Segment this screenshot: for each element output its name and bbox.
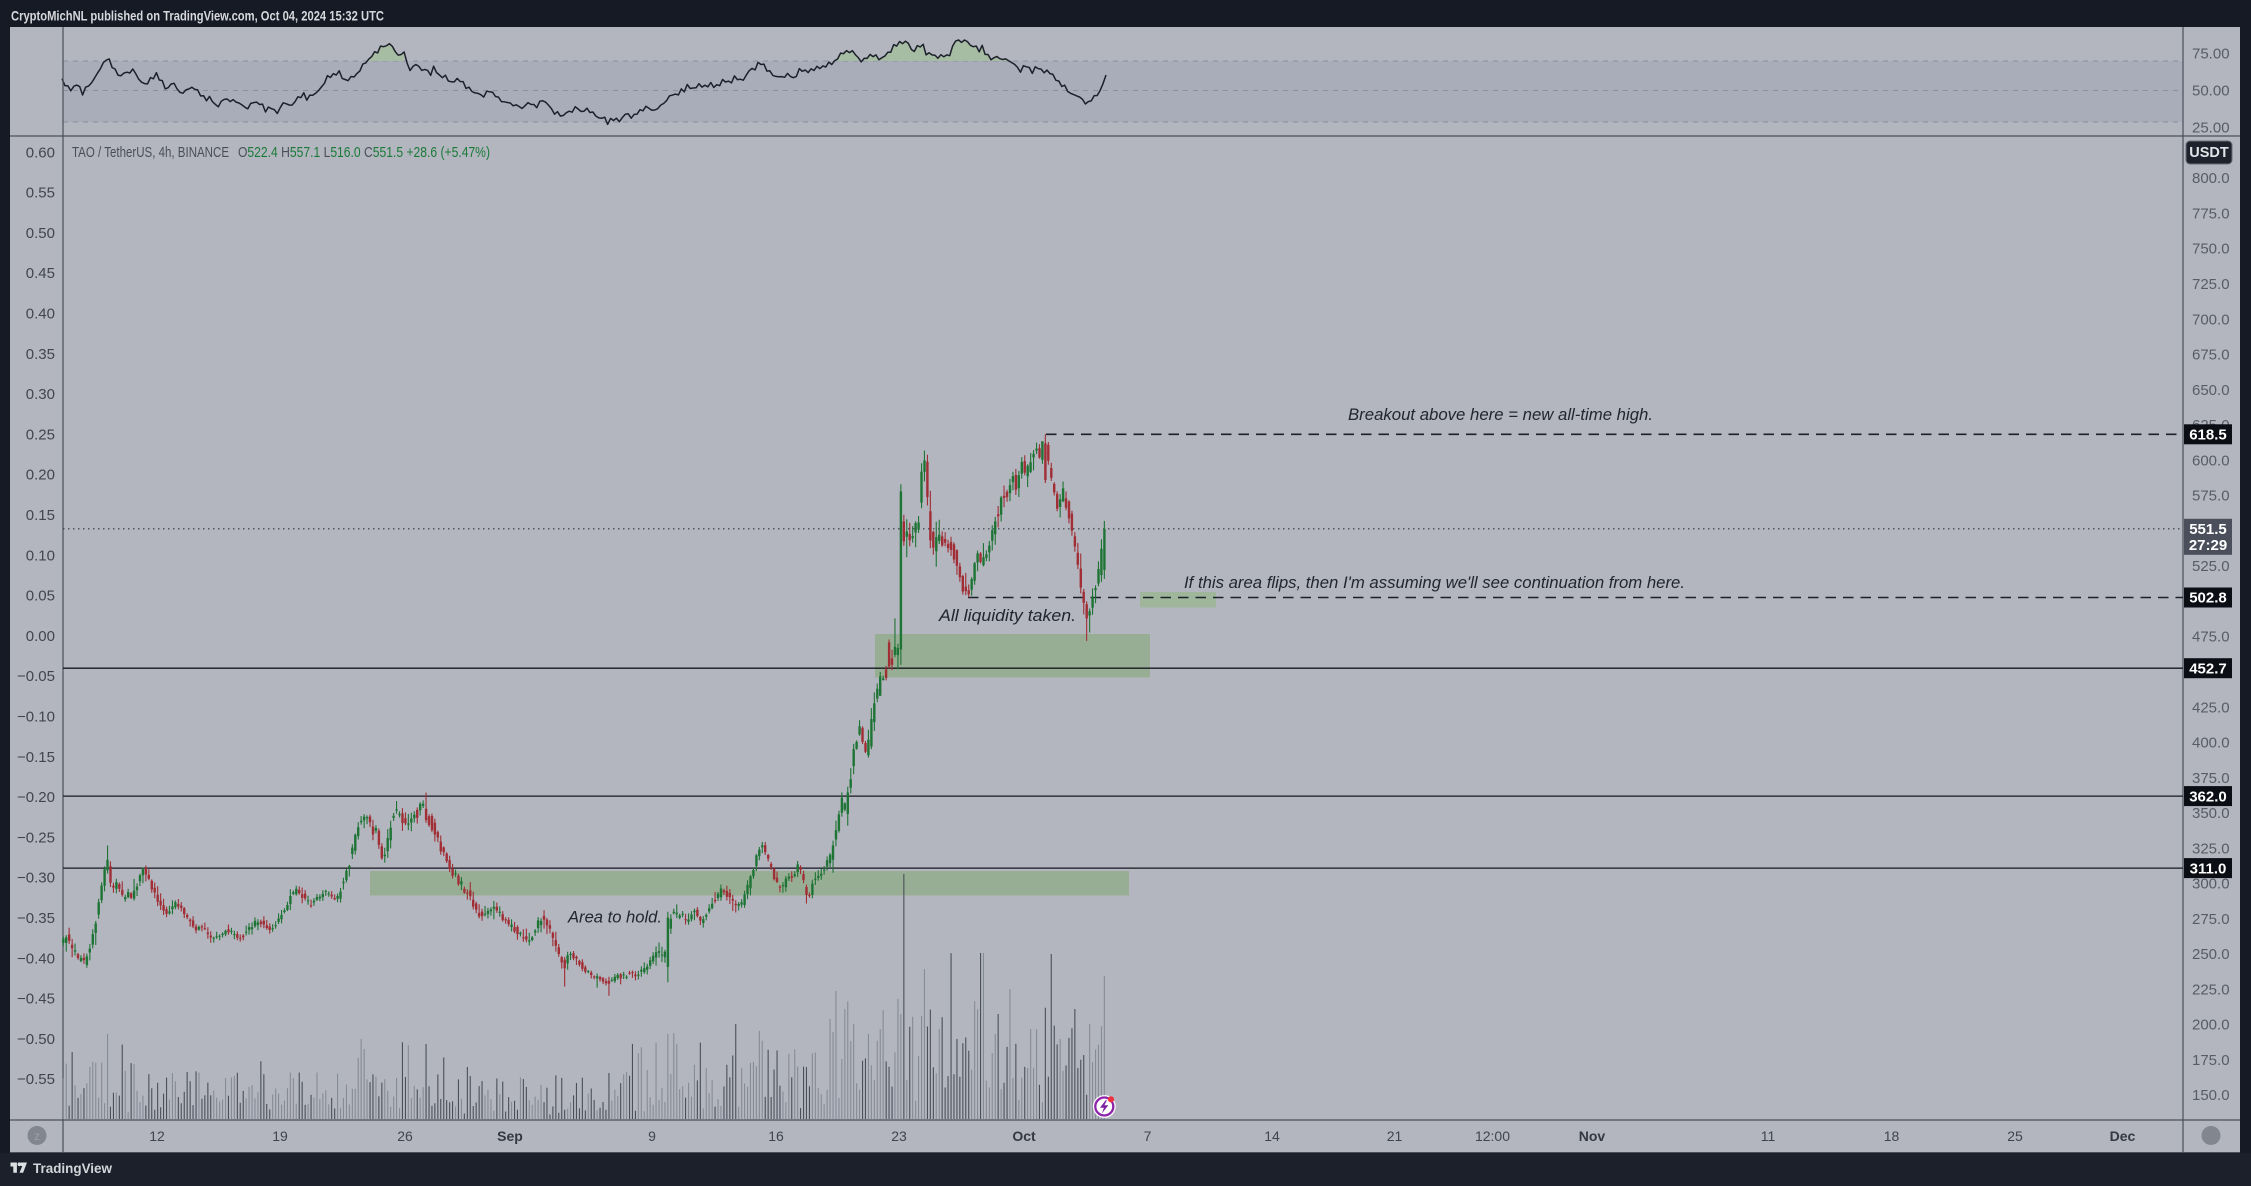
svg-text:600.0: 600.0	[2192, 452, 2230, 469]
svg-text:−0.55: −0.55	[17, 1071, 55, 1088]
svg-text:425.0: 425.0	[2192, 699, 2230, 716]
svg-text:0.10: 0.10	[26, 547, 55, 564]
svg-text:11: 11	[1761, 1128, 1776, 1144]
svg-text:Sep: Sep	[497, 1128, 523, 1144]
svg-text:475.0: 475.0	[2192, 629, 2230, 646]
svg-text:−0.15: −0.15	[17, 749, 55, 766]
svg-text:750.0: 750.0	[2192, 241, 2230, 258]
svg-text:0.00: 0.00	[26, 628, 55, 645]
svg-text:325.0: 325.0	[2192, 840, 2230, 857]
svg-text:275.0: 275.0	[2192, 911, 2230, 928]
svg-text:0.50: 0.50	[26, 225, 55, 242]
svg-text:27:29: 27:29	[2189, 537, 2227, 554]
svg-text:225.0: 225.0	[2192, 981, 2230, 998]
svg-text:700.0: 700.0	[2192, 311, 2230, 328]
svg-text:All liquidity taken.: All liquidity taken.	[938, 607, 1076, 625]
svg-text:Oct: Oct	[1012, 1128, 1036, 1144]
svg-text:75.00: 75.00	[2192, 46, 2230, 63]
svg-text:0.45: 0.45	[26, 265, 55, 282]
svg-text:z: z	[34, 1129, 40, 1143]
svg-text:502.8: 502.8	[2189, 590, 2227, 607]
svg-text:23: 23	[891, 1128, 907, 1144]
svg-text:0.15: 0.15	[26, 507, 55, 524]
svg-text:618.5: 618.5	[2189, 426, 2227, 443]
svg-text:0.35: 0.35	[26, 346, 55, 363]
svg-text:25.00: 25.00	[2192, 119, 2230, 136]
svg-text:675.0: 675.0	[2192, 347, 2230, 364]
svg-text:200.0: 200.0	[2192, 1017, 2230, 1034]
svg-text:O522.4 H557.1 L516.0 C551.5 +2: O522.4 H557.1 L516.0 C551.5 +28.6 (+5.47…	[238, 144, 490, 161]
svg-text:−0.25: −0.25	[17, 829, 55, 846]
svg-text:CryptoMichNL published on Trad: CryptoMichNL published on TradingView.co…	[11, 8, 384, 24]
svg-text:311.0: 311.0	[2190, 860, 2227, 877]
svg-text:551.5: 551.5	[2189, 521, 2227, 538]
svg-text:525.0: 525.0	[2192, 558, 2230, 575]
svg-text:25: 25	[2007, 1128, 2023, 1144]
svg-text:50.00: 50.00	[2192, 83, 2230, 100]
svg-text:0.60: 0.60	[26, 144, 55, 161]
svg-text:TAO / TetherUS, 4h, BINANCE: TAO / TetherUS, 4h, BINANCE	[72, 144, 229, 161]
svg-text:19: 19	[272, 1128, 288, 1144]
svg-text:18: 18	[1884, 1128, 1900, 1144]
svg-text:14: 14	[1264, 1128, 1280, 1144]
svg-text:−0.40: −0.40	[17, 950, 55, 967]
svg-text:26: 26	[397, 1128, 413, 1144]
svg-text:0.40: 0.40	[26, 306, 55, 323]
svg-text:0.30: 0.30	[26, 386, 55, 403]
svg-text:0.20: 0.20	[26, 467, 55, 484]
svg-text:TradingView: TradingView	[33, 1161, 112, 1176]
svg-text:725.0: 725.0	[2192, 276, 2230, 293]
svg-text:Breakout above here = new all-: Breakout above here = new all-time high.	[1348, 406, 1653, 424]
svg-text:400.0: 400.0	[2192, 735, 2230, 752]
svg-text:0.55: 0.55	[26, 185, 55, 202]
svg-text:0.25: 0.25	[26, 426, 55, 443]
svg-text:16: 16	[768, 1128, 784, 1144]
svg-text:175.0: 175.0	[2192, 1052, 2230, 1069]
svg-text:0.05: 0.05	[26, 588, 55, 605]
svg-text:21: 21	[1387, 1128, 1403, 1144]
svg-text:−0.20: −0.20	[17, 789, 55, 806]
svg-text:362.0: 362.0	[2189, 788, 2227, 805]
svg-text:350.0: 350.0	[2192, 805, 2230, 822]
svg-text:If this area flips, then I'm a: If this area flips, then I'm assuming we…	[1184, 574, 1685, 592]
svg-text:12:00: 12:00	[1475, 1128, 1510, 1144]
svg-text:300.0: 300.0	[2192, 876, 2230, 893]
svg-text:−0.10: −0.10	[17, 709, 55, 726]
svg-text:250.0: 250.0	[2192, 946, 2230, 963]
svg-text:575.0: 575.0	[2192, 488, 2230, 505]
svg-text:150.0: 150.0	[2192, 1087, 2230, 1104]
svg-text:7: 7	[1144, 1128, 1152, 1144]
svg-text:−0.50: −0.50	[17, 1031, 55, 1048]
svg-text:−0.05: −0.05	[17, 668, 55, 685]
svg-text:9: 9	[648, 1128, 656, 1144]
svg-text:452.7: 452.7	[2189, 660, 2227, 677]
svg-text:−0.35: −0.35	[17, 910, 55, 927]
svg-text:650.0: 650.0	[2192, 382, 2230, 399]
svg-text:12: 12	[149, 1128, 165, 1144]
svg-text:Area to hold.: Area to hold.	[567, 909, 662, 927]
svg-text:Dec: Dec	[2110, 1128, 2136, 1144]
svg-text:375.0: 375.0	[2192, 770, 2230, 787]
svg-text:Nov: Nov	[1579, 1128, 1606, 1144]
svg-text:USDT: USDT	[2189, 145, 2229, 161]
svg-text:775.0: 775.0	[2192, 205, 2230, 222]
svg-text:−0.45: −0.45	[17, 991, 55, 1008]
svg-text:800.0: 800.0	[2192, 170, 2230, 187]
svg-text:−0.30: −0.30	[17, 870, 55, 887]
